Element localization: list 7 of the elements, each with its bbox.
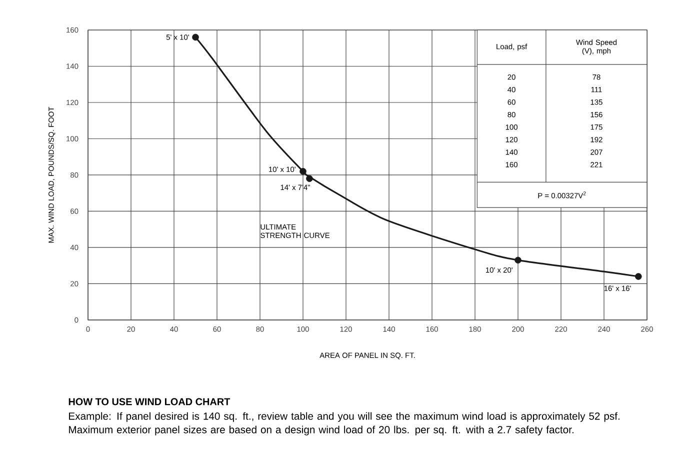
point [192,34,199,41]
text: HOW TO USE WIND LOAD CHART [68,398,230,406]
text: Example: If panel desired is 140 sq. ft., review table and you will see the maximum wind load is approximately 52 psf. Maximum exterior panel sizes are based on a design wind load of 20 lbs. per sq. ft. with a 2.7 safety factor. [69,412,620,436]
point [306,175,313,182]
point [514,256,522,264]
point [300,168,306,175]
point [635,273,642,280]
